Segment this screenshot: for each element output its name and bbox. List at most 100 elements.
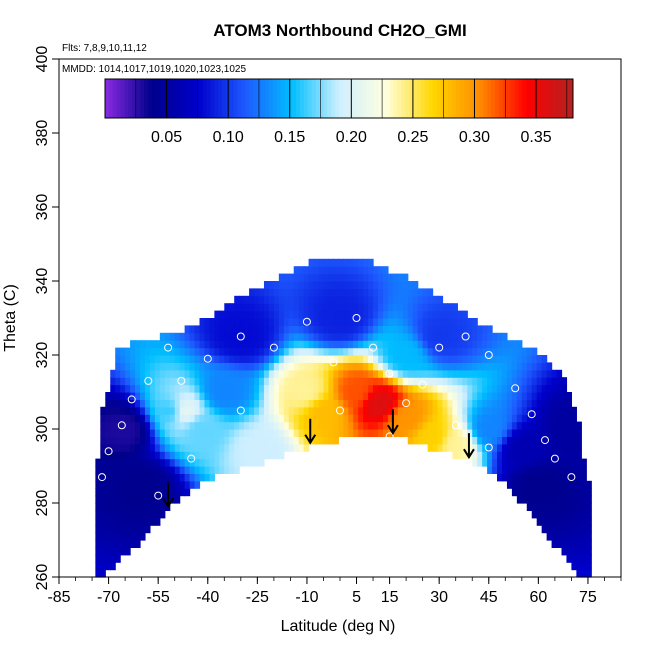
heatmap-cell	[497, 451, 503, 460]
colorbar-tick-label: 0.20	[336, 129, 367, 146]
heatmap-cell	[402, 288, 409, 297]
heatmap-cell	[259, 355, 265, 363]
heatmap-cell	[397, 392, 404, 400]
heatmap-cell	[571, 458, 577, 467]
heatmap-cell	[293, 414, 300, 423]
heatmap-cell	[273, 362, 280, 371]
heatmap-cell	[135, 525, 141, 534]
heatmap-cell	[343, 325, 349, 334]
heatmap-cell	[159, 436, 166, 445]
colorbar-swatch	[491, 79, 496, 118]
heatmap-cell	[536, 421, 543, 430]
heatmap-cell	[268, 399, 275, 408]
heatmap-cell	[422, 406, 429, 415]
heatmap-cell	[452, 325, 458, 334]
heatmap-cell	[482, 347, 488, 356]
heatmap-cell	[526, 377, 533, 386]
heatmap-cell	[254, 443, 260, 452]
heatmap-cell	[492, 377, 498, 386]
heatmap-cell	[482, 332, 488, 341]
colorbar-swatch	[276, 79, 281, 118]
colorbar-swatch	[245, 79, 250, 118]
colorbar-swatch	[268, 79, 274, 118]
heatmap-cell	[516, 421, 523, 430]
heatmap-cell	[174, 458, 181, 467]
heatmap-cell	[541, 488, 548, 497]
y-tick-label: 360	[34, 194, 51, 221]
heatmap-cell	[442, 377, 449, 386]
heatmap-cell	[204, 362, 211, 371]
heatmap-cell	[368, 377, 374, 386]
heatmap-cell	[447, 392, 453, 400]
heatmap-cell	[363, 325, 369, 334]
heatmap-cell	[263, 355, 270, 363]
heatmap-cell	[298, 369, 305, 378]
heatmap-cell	[561, 384, 568, 393]
heatmap-cell	[477, 325, 483, 334]
heatmap-cell	[214, 406, 220, 415]
heatmap-cell	[244, 355, 250, 363]
heatmap-cell	[303, 340, 310, 349]
heatmap-cell	[447, 340, 453, 349]
heatmap-cell	[169, 347, 176, 356]
heatmap-cell	[521, 473, 528, 482]
heatmap-cell	[551, 421, 558, 430]
colorbar-frame	[104, 78, 574, 119]
heatmap-cell	[373, 406, 379, 415]
heatmap-cell	[417, 436, 424, 445]
heatmap-cell	[353, 258, 359, 267]
heatmap-cell	[169, 362, 176, 371]
heatmap-cell	[382, 392, 389, 400]
heatmap-cell	[482, 451, 488, 460]
heatmap-cell	[561, 466, 568, 474]
heatmap-cell	[506, 480, 513, 489]
heatmap-cell	[249, 332, 255, 341]
heatmap-cell	[363, 384, 369, 393]
colorbar-swatch	[456, 79, 461, 118]
heatmap-cell	[204, 399, 211, 408]
colorbar-swatch	[249, 79, 254, 118]
heatmap-cell	[368, 325, 374, 334]
heatmap-cell	[571, 421, 577, 430]
heatmap-cell	[204, 466, 211, 474]
heatmap-cell	[144, 414, 151, 423]
heatmap-cell	[249, 443, 255, 452]
heatmap-cell	[407, 392, 414, 400]
heatmap-cell	[283, 369, 290, 378]
heatmap-cell	[412, 362, 419, 371]
heatmap-cell	[199, 340, 206, 349]
heatmap-cell	[358, 281, 364, 289]
heatmap-cell	[387, 369, 394, 378]
heatmap-cell	[154, 362, 161, 371]
heatmap-cell	[120, 451, 126, 460]
heatmap-cell	[194, 362, 201, 371]
heatmap-cell	[159, 355, 166, 363]
heatmap-cell	[378, 384, 384, 393]
heatmap-cell	[273, 451, 280, 460]
heatmap-cell	[353, 281, 359, 289]
heatmap-cell	[169, 488, 176, 497]
heatmap-cell	[125, 347, 131, 356]
heatmap-cell	[576, 562, 582, 571]
heatmap-cell	[303, 443, 310, 452]
heatmap-cell	[164, 384, 171, 393]
heatmap-cell	[338, 406, 344, 415]
heatmap-cell	[387, 406, 394, 415]
heatmap-cell	[278, 295, 285, 304]
heatmap-cell	[447, 362, 453, 371]
heatmap-cell	[551, 473, 558, 482]
heatmap-cell	[581, 473, 587, 482]
heatmap-cell	[144, 443, 151, 452]
observation-point	[484, 351, 493, 359]
heatmap-cell	[467, 355, 473, 363]
heatmap-cell	[546, 421, 553, 430]
heatmap-cell	[189, 414, 196, 423]
heatmap-cell	[100, 414, 106, 423]
heatmap-cell	[199, 332, 206, 341]
heatmap-cell	[472, 399, 478, 408]
heatmap-cell	[397, 399, 404, 408]
heatmap-cell	[234, 355, 240, 363]
heatmap-cell	[387, 414, 394, 423]
heatmap-cell	[189, 466, 196, 474]
heatmap-cell	[427, 355, 434, 363]
